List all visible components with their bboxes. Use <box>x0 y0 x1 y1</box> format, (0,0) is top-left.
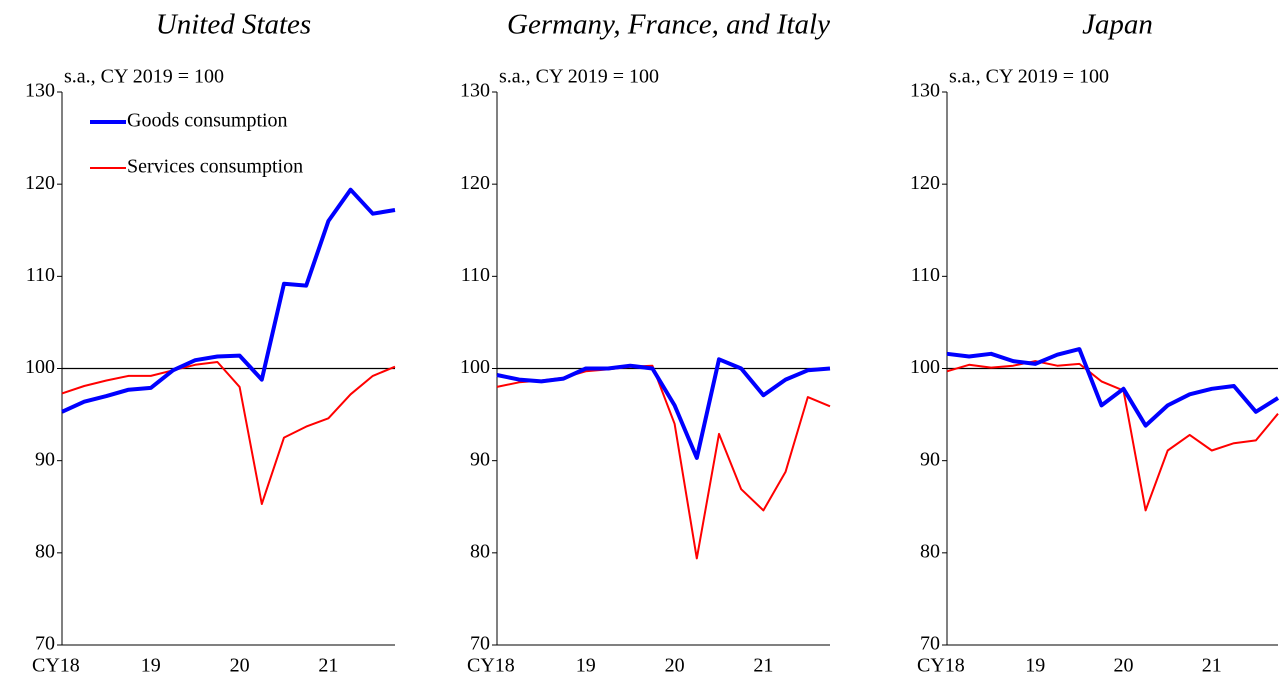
y-tick-label: 80 <box>920 540 940 562</box>
legend-label: Services consumption <box>127 156 303 178</box>
chart-title: Germany, France, and Italy <box>507 9 830 41</box>
x-tick-label: 21 <box>753 655 773 677</box>
y-tick-label: 120 <box>460 172 490 194</box>
y-tick-label: 80 <box>470 540 490 562</box>
y-tick-label: 110 <box>461 264 490 286</box>
y-tick-label: 130 <box>910 80 940 102</box>
x-tick-label: 19 <box>576 655 596 677</box>
series-line <box>496 364 831 560</box>
y-tick-label: 90 <box>920 448 940 470</box>
y-tick-label: 100 <box>460 356 490 378</box>
y-tick-label: 120 <box>25 172 55 194</box>
chart-title: Japan <box>1082 9 1153 41</box>
x-tick-label: 20 <box>1114 655 1134 677</box>
x-tick-label: CY18 <box>467 655 515 677</box>
x-tick-label: 21 <box>1202 655 1222 677</box>
y-tick-label: 100 <box>25 356 55 378</box>
y-tick-label: 90 <box>470 448 490 470</box>
series-line <box>946 347 1280 428</box>
x-tick-label: 19 <box>1025 655 1045 677</box>
chart-title: United States <box>156 9 311 41</box>
annotation: s.a., CY 2019 = 100 <box>64 66 224 88</box>
y-tick-label: 100 <box>910 356 940 378</box>
series-line <box>946 360 1279 512</box>
series-line <box>61 361 396 505</box>
y-tick-label: 110 <box>911 264 940 286</box>
y-tick-label: 110 <box>26 264 55 286</box>
legend-label: Goods consumption <box>127 110 288 132</box>
annotation: s.a., CY 2019 = 100 <box>949 66 1109 88</box>
y-tick-label: 70 <box>470 633 490 655</box>
x-tick-label: 19 <box>141 655 161 677</box>
annotation: s.a., CY 2019 = 100 <box>499 66 659 88</box>
x-tick-label: 21 <box>318 655 338 677</box>
x-tick-label: 20 <box>665 655 685 677</box>
y-tick-label: 70 <box>35 633 55 655</box>
y-tick-label: 130 <box>25 80 55 102</box>
series-line <box>496 357 831 460</box>
x-tick-label: CY18 <box>32 655 80 677</box>
y-tick-label: 80 <box>35 540 55 562</box>
series-line <box>61 187 396 414</box>
x-tick-label: CY18 <box>917 655 965 677</box>
y-tick-label: 130 <box>460 80 490 102</box>
y-tick-label: 90 <box>35 448 55 470</box>
x-tick-label: 20 <box>230 655 250 677</box>
y-tick-label: 70 <box>920 633 940 655</box>
y-tick-label: 120 <box>910 172 940 194</box>
